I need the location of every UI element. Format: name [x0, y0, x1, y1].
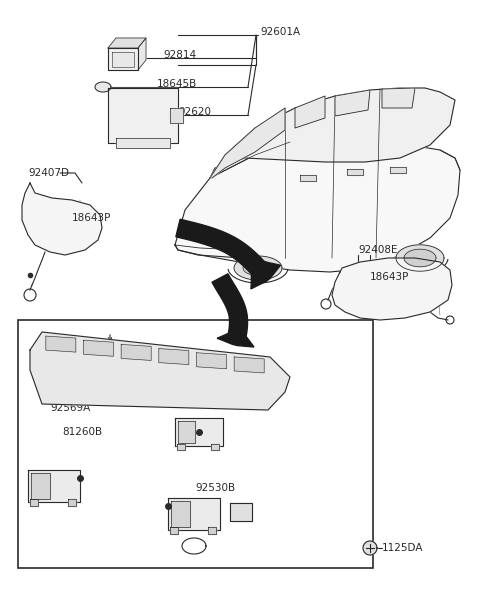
Polygon shape	[212, 274, 254, 347]
Polygon shape	[168, 498, 220, 530]
Polygon shape	[30, 332, 290, 410]
Polygon shape	[382, 88, 415, 108]
Polygon shape	[332, 258, 452, 320]
Text: 92530B: 92530B	[195, 483, 235, 493]
Polygon shape	[295, 96, 325, 128]
Polygon shape	[335, 90, 370, 116]
Polygon shape	[176, 219, 280, 289]
Polygon shape	[363, 541, 377, 555]
Polygon shape	[22, 183, 102, 255]
Polygon shape	[396, 245, 444, 271]
Polygon shape	[108, 38, 146, 48]
Polygon shape	[84, 340, 113, 356]
Polygon shape	[46, 336, 76, 352]
Bar	[18, 320, 373, 568]
Text: 92814: 92814	[163, 50, 196, 60]
Text: 92506A: 92506A	[217, 353, 257, 363]
Polygon shape	[31, 473, 50, 499]
Polygon shape	[138, 38, 146, 70]
Polygon shape	[243, 260, 273, 275]
Polygon shape	[234, 357, 264, 373]
Polygon shape	[171, 501, 190, 527]
Text: 92569A: 92569A	[50, 403, 90, 413]
Text: 18645B: 18645B	[157, 79, 197, 89]
Polygon shape	[108, 88, 178, 143]
Polygon shape	[28, 470, 80, 502]
Polygon shape	[30, 499, 38, 506]
Polygon shape	[208, 527, 216, 534]
Text: 1125DA: 1125DA	[382, 543, 423, 553]
Text: 92601A: 92601A	[260, 27, 300, 37]
Polygon shape	[390, 167, 406, 173]
Polygon shape	[121, 345, 151, 361]
Polygon shape	[196, 353, 227, 369]
Polygon shape	[95, 82, 111, 92]
Polygon shape	[116, 138, 170, 148]
Polygon shape	[170, 527, 178, 534]
Text: 18643P: 18643P	[370, 272, 409, 282]
Polygon shape	[210, 108, 285, 178]
Polygon shape	[230, 503, 252, 521]
Polygon shape	[170, 108, 183, 123]
Polygon shape	[211, 444, 219, 450]
Polygon shape	[210, 88, 455, 178]
Text: 92620: 92620	[178, 107, 211, 117]
Polygon shape	[178, 421, 195, 443]
Polygon shape	[159, 349, 189, 365]
Polygon shape	[175, 418, 223, 446]
Polygon shape	[347, 169, 363, 175]
Text: 92407D: 92407D	[28, 168, 69, 178]
Polygon shape	[112, 52, 134, 67]
Text: 92408E: 92408E	[358, 245, 397, 255]
Polygon shape	[234, 256, 282, 280]
Polygon shape	[108, 48, 138, 70]
Polygon shape	[68, 499, 76, 506]
Text: 18643P: 18643P	[72, 213, 111, 223]
Polygon shape	[404, 249, 436, 267]
Polygon shape	[300, 175, 316, 181]
Polygon shape	[175, 138, 460, 272]
Polygon shape	[177, 444, 185, 450]
Text: 81260B: 81260B	[62, 427, 102, 437]
